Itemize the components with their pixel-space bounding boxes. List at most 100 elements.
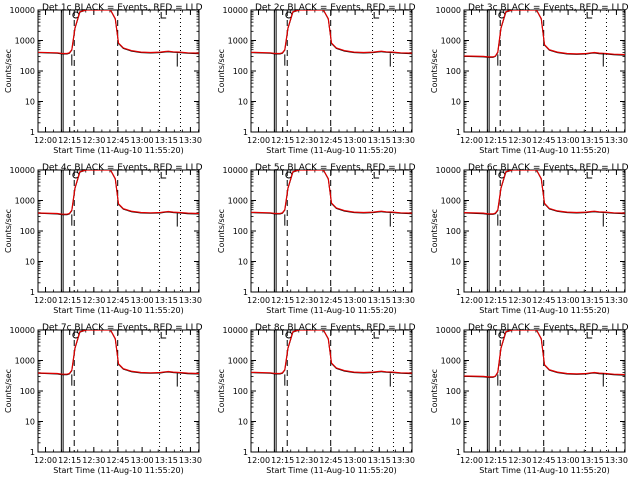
y-axis-label: Counts/sec [4,209,13,253]
plot-frame [463,169,626,293]
series-group [38,330,199,387]
bracket-marker-icon [373,12,380,19]
y-tick-label: 10 [25,258,35,267]
y-tick-label: 10000 [10,6,35,15]
y-tick-label: 10000 [10,326,35,335]
events-series-line [251,10,412,55]
x-tick-label: 12:00 [247,296,270,305]
x-tick-label: 13:30 [605,456,628,465]
events-series-line [38,330,199,376]
panel-title: Det 9c BLACK = Events, RED = LLD [468,323,629,333]
series-group [38,170,199,227]
y-tick-label: 1 [243,448,248,457]
series-group [251,330,412,387]
panel-title: Det 1c BLACK = Events, RED = LLD [42,3,203,13]
x-tick-label: 13:30 [392,296,415,305]
panel-title: Det 5c BLACK = Events, RED = LLD [255,163,416,173]
x-tick-label: 13:15 [155,456,178,465]
y-tick-label: 10000 [223,326,248,335]
bracket-marker-icon [586,332,593,339]
y-tick-label: 100 [446,67,461,76]
panel-title: Det 7c BLACK = Events, RED = LLD [42,323,203,333]
x-axis-label: Start Time (11-Aug-10 11:55:20) [266,466,397,475]
plot-frame [250,9,413,133]
y-tick-label: 10000 [223,6,248,15]
y-tick-label: 10 [25,98,35,107]
x-tick-label: 12:30 [82,296,105,305]
x-tick-label: 12:15 [58,136,81,145]
panel-title: Det 6c BLACK = Events, RED = LLD [468,163,629,173]
y-tick-label: 1000 [15,37,35,46]
events-series-line [464,330,625,378]
x-axis-label: Start Time (11-Aug-10 11:55:20) [53,146,184,155]
bracket-marker-icon [160,172,167,179]
x-tick-label: 13:30 [605,296,628,305]
x-tick-label: 12:45 [532,136,555,145]
panel-title: Det 8c BLACK = Events, RED = LLD [255,323,416,333]
x-axis-label: Start Time (11-Aug-10 11:55:20) [53,466,184,475]
x-axis-label: Start Time (11-Aug-10 11:55:20) [479,466,610,475]
x-tick-label: 12:30 [82,456,105,465]
detector-panel: Det 3c BLACK = Events, RED = LLD 1 10 100 10… [430,3,629,155]
y-tick-label: 1 [456,448,461,457]
x-tick-label: 13:00 [344,456,367,465]
y-tick-label: 10000 [10,166,35,175]
plot-frame [37,9,200,133]
detector-panel: Det 6c BLACK = Events, RED = LLD 1 10 100 10… [430,163,629,315]
plot-frame [463,329,626,453]
x-tick-label: 12:15 [271,136,294,145]
y-tick-label: 100 [233,227,248,236]
lld-series-line [251,330,412,375]
plot-frame [250,169,413,293]
y-tick-label: 1 [30,448,35,457]
y-tick-label: 10000 [436,166,461,175]
lld-series-line [38,10,199,55]
x-tick-label: 12:45 [319,456,342,465]
y-tick-label: 1000 [228,37,248,46]
x-tick-label: 12:30 [295,136,318,145]
x-tick-label: 12:00 [34,296,57,305]
x-tick-label: 13:15 [368,296,391,305]
plot-frame [250,329,413,453]
x-tick-label: 12:45 [106,456,129,465]
x-tick-label: 13:00 [131,136,154,145]
x-tick-label: 12:45 [106,296,129,305]
y-tick-label: 100 [233,387,248,396]
x-tick-label: 12:30 [508,456,531,465]
y-tick-label: 100 [446,387,461,396]
y-tick-label: 1000 [15,357,35,366]
bracket-marker-icon [586,12,593,19]
y-tick-label: 10000 [436,326,461,335]
x-axis-label: Start Time (11-Aug-10 11:55:20) [266,146,397,155]
y-tick-label: 100 [20,387,35,396]
lld-series-line [38,330,199,375]
x-tick-label: 12:30 [508,136,531,145]
x-tick-label: 12:00 [247,456,270,465]
x-tick-label: 13:00 [557,296,580,305]
x-tick-label: 12:15 [58,296,81,305]
y-axis-label: Counts/sec [430,209,439,253]
y-tick-label: 1000 [228,357,248,366]
lld-series-line [464,10,625,58]
events-series-line [251,170,412,215]
series-group [251,10,412,67]
bracket-marker-icon [373,332,380,339]
y-tick-label: 10 [238,98,248,107]
bracket-marker-icon [373,172,380,179]
x-tick-label: 12:15 [58,456,81,465]
x-tick-label: 12:45 [532,456,555,465]
x-tick-label: 12:15 [484,136,507,145]
panel-title: Det 3c BLACK = Events, RED = LLD [468,3,629,13]
lld-series-line [464,170,625,215]
x-tick-label: 12:30 [295,456,318,465]
x-tick-label: 13:30 [392,456,415,465]
y-tick-label: 10 [451,98,461,107]
x-tick-label: 13:15 [581,296,604,305]
x-tick-label: 12:30 [82,136,105,145]
x-tick-label: 13:30 [605,136,628,145]
y-tick-label: 10000 [436,6,461,15]
y-tick-label: 10 [238,418,248,427]
y-axis-label: Counts/sec [217,49,226,93]
lld-series-line [251,10,412,55]
